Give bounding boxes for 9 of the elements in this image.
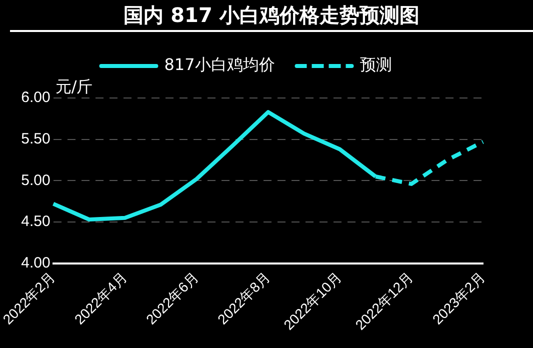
y-axis-title: 元/斤 [55,77,93,96]
y-tick-label: 4.50 [21,213,50,230]
y-tick-label: 5.00 [21,172,50,189]
y-tick-label: 6.00 [21,89,50,106]
chart-title: 国内 817 小白鸡价格走势预测图 [10,0,533,32]
y-tick-label: 4.00 [21,254,50,272]
legend-label: 817小白鸡均价 [164,55,275,74]
y-tick-label: 5.50 [21,130,50,148]
legend-label: 预测 [360,55,392,74]
